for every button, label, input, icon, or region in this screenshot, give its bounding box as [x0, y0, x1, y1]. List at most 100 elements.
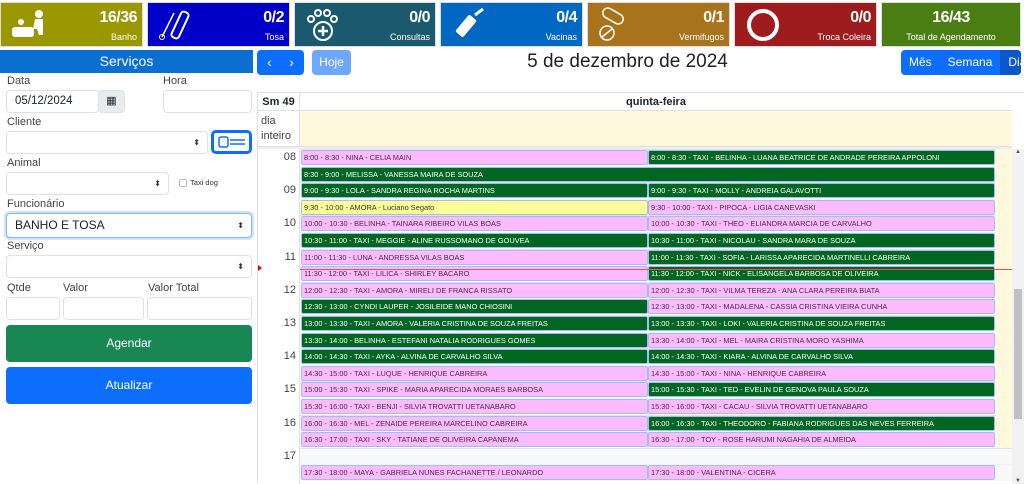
appointment-event[interactable]: 10:00 - 10:30 - BELINHA - TAINARA RIBEIR… — [301, 216, 648, 232]
appointment-event[interactable]: 16:00 - 16:30 - MEL - ZENAIDE PEREIRA MA… — [301, 415, 648, 431]
all-day-slot[interactable] — [300, 111, 1012, 146]
appointment-event[interactable]: 8:30 - 9:00 - MELISSA - VANESSA MAIRA DE… — [301, 166, 995, 182]
appointment-event[interactable]: 8:00 - 8:30 - NINA - CELIA MAIN — [301, 150, 648, 165]
time-slot[interactable] — [258, 315, 1012, 332]
appointment-event[interactable]: 12:30 - 13:00 - TAXI - MADALENA - CASSIA… — [648, 299, 995, 315]
appointment-event[interactable]: 17:30 - 18:00 - MAYA - GABRIELA NUNES FA… — [301, 465, 648, 481]
appointment-event[interactable]: 16:00 - 16:30 - TAXI - THEODORO - FABIAN… — [648, 415, 995, 431]
view-week-button[interactable]: Semana — [947, 55, 993, 69]
tile-vacinas[interactable]: 0/4 Vacinas — [440, 2, 583, 47]
appointment-event[interactable]: 16:30 - 17:00 - TAXI - SKY - TATIANE DE … — [301, 432, 648, 448]
appointment-event[interactable]: 12:30 - 13:00 - CYNDI LAUPER - JOSILEIDE… — [301, 299, 648, 315]
appointment-event[interactable]: 15:00 - 15:30 - TAXI - SPIKE - MARIA APA… — [301, 382, 648, 398]
funcionario-value: BANHO E TOSA — [15, 218, 105, 232]
calendar-icon[interactable]: ▦ — [98, 90, 125, 113]
tile-banho[interactable]: 16/36 Banho — [0, 2, 143, 47]
hour-label: 17 — [283, 449, 296, 462]
cliente-select[interactable]: ⬍ — [6, 131, 208, 154]
appointment-event[interactable]: 9:00 - 9:30 - LOLA - SANDRA REGINA ROCHA… — [301, 183, 648, 199]
tile-count: 0/1 — [703, 9, 724, 26]
appointment-event[interactable]: 10:00 - 10:30 - TAXI - THEO - ELIANDRA M… — [648, 216, 995, 232]
week-number: Sm 49 — [258, 93, 300, 111]
tile-count: 16/36 — [99, 9, 137, 26]
time-slot[interactable] — [258, 265, 1012, 282]
appointment-event[interactable]: 14:30 - 15:00 - TAXI - NINA - HENRIQUE C… — [648, 365, 995, 381]
atualizar-button[interactable]: Atualizar — [6, 367, 252, 404]
time-slot[interactable] — [258, 381, 1012, 398]
data-input[interactable]: 05/12/2024 — [6, 90, 99, 113]
appointment-event[interactable]: 13:00 - 13:30 - TAXI - AMORA - VALERIA C… — [301, 316, 648, 331]
view-day-button[interactable]: Dia — [1000, 50, 1021, 75]
time-slot[interactable] — [258, 298, 1012, 315]
appointment-event[interactable]: 15:30 - 16:00 - TAXI - BENJI - SILVIA TR… — [301, 399, 648, 414]
appointment-event[interactable]: 14:30 - 15:00 - TAXI - LUQUE - HENRIQUE … — [301, 365, 648, 381]
time-slot[interactable] — [258, 364, 1012, 382]
appointment-event[interactable]: 9:30 - 10:00 - AMORA - Luciano Segato — [301, 199, 648, 215]
tile-consultas[interactable]: 0/0 Consultas — [294, 2, 436, 47]
appointment-event[interactable]: 9:00 - 9:30 - TAXI - MOLLY - ANDREIA GAL… — [648, 183, 995, 199]
tile-label: Vacinas — [545, 32, 577, 42]
hora-input[interactable] — [163, 90, 252, 113]
select-arrow-icon: ⬍ — [154, 179, 161, 188]
time-slot[interactable] — [258, 281, 1012, 299]
time-slot[interactable] — [258, 447, 1012, 465]
time-slot[interactable] — [258, 198, 1012, 216]
time-slot[interactable] — [258, 215, 1012, 232]
tile-tosa[interactable]: 0/2 Tosa — [147, 2, 290, 47]
time-slot[interactable] — [258, 431, 1012, 448]
scrollbar[interactable]: ▲ ▼ — [1012, 149, 1024, 484]
servico-select[interactable]: ⬍ — [6, 255, 252, 278]
client-card-button[interactable] — [211, 130, 252, 154]
appointment-event[interactable]: 13:30 - 14:00 - TAXI - MEL - MAIRA CRIST… — [648, 332, 995, 348]
time-slot[interactable] — [258, 331, 1012, 349]
calendar-title: 5 de dezembro de 2024 — [527, 51, 728, 72]
hour-label: 15 — [283, 383, 296, 396]
appointment-event[interactable]: 11:00 - 11:30 - TAXI - SOFIA - LARISSA A… — [648, 249, 995, 265]
grooming-clipper-icon — [156, 7, 196, 43]
appointment-event[interactable]: 13:00 - 13:30 - TAXI - LOKI - VALERIA CR… — [648, 316, 995, 331]
appointment-event[interactable]: 8:00 - 8:30 - TAXI - BELINHA - LUANA BEA… — [648, 150, 995, 165]
qtde-input[interactable] — [6, 297, 60, 320]
appointment-event[interactable]: 12:00 - 12:30 - TAXI - AMORA - MIRELI DE… — [301, 282, 648, 298]
time-slot[interactable] — [258, 182, 1012, 199]
today-button[interactable]: Hoje — [312, 50, 351, 75]
funcionario-select[interactable]: BANHO E TOSA ⬍ — [6, 213, 252, 238]
valor-input[interactable] — [63, 297, 144, 320]
appointment-event[interactable]: 14:00 - 14:30 - TAXI - KIARA - ALVINA DE… — [648, 349, 995, 365]
appointment-event[interactable]: 10:30 - 11:00 - TAXI - MEGGIE - ALINE RU… — [301, 233, 648, 248]
taxi-dog-checkbox[interactable] — [179, 179, 187, 187]
dog-bath-icon — [9, 7, 49, 43]
appointment-event[interactable]: 11:00 - 11:30 - LUNA - ANDRESSA VILAS BO… — [301, 249, 648, 265]
next-button[interactable]: › — [289, 54, 294, 70]
appointment-event[interactable]: 15:30 - 16:00 - TAXI - CACAU - SILVIA TR… — [648, 399, 995, 414]
view-month-button[interactable]: Mês — [909, 55, 932, 69]
appointment-event[interactable]: 15:00 - 15:30 - TAXI - TED - EVELIN DE G… — [648, 382, 995, 398]
agendar-button[interactable]: Agendar — [6, 325, 252, 362]
time-slot[interactable] — [258, 398, 1012, 415]
day-header[interactable]: quinta-feira — [300, 93, 1012, 111]
cliente-label: Cliente — [7, 116, 42, 128]
animal-select[interactable]: ⬍ — [6, 172, 169, 195]
appointment-event[interactable]: 12:00 - 12:30 - TAXI - VILMA TEREZA - AN… — [648, 282, 995, 298]
id-card-icon — [218, 136, 245, 148]
valor-total-input[interactable] — [147, 297, 252, 320]
appointment-event[interactable]: 9:30 - 10:00 - TAXI - PIPOCA - LIGIA CAN… — [648, 199, 995, 215]
time-slot[interactable] — [258, 232, 1012, 249]
appointment-event[interactable]: 10:30 - 11:00 - TAXI - NICOLAU - SANDRA … — [648, 233, 995, 248]
time-slot[interactable] — [258, 165, 1012, 183]
time-slot[interactable] — [258, 149, 1012, 166]
tile-total-de-agendamento[interactable]: 16/43 Total de Agendamento — [881, 2, 1021, 47]
appointment-event[interactable]: 13:30 - 14:00 - BELINHA - ESTEFANI NATAL… — [301, 332, 648, 348]
tile-troca-coleira[interactable]: 0/0 Troca Coleira — [734, 2, 877, 47]
time-slot[interactable] — [258, 348, 1012, 365]
time-slot[interactable] — [258, 248, 1012, 266]
appointment-event[interactable]: 17:30 - 18:00 - VALENTINA - CICERA — [648, 465, 995, 481]
prev-button[interactable]: ‹ — [267, 54, 272, 70]
tile-label: Banho — [110, 32, 137, 42]
appointment-event[interactable]: 16:30 - 17:00 - TOY - ROSE HARUMI NAGAHI… — [648, 432, 995, 448]
tile-vermifugos[interactable]: 0/1 Vermifugos — [587, 2, 730, 47]
data-label: Data — [7, 75, 31, 87]
hour-label: 11 — [284, 250, 296, 263]
time-slot[interactable] — [258, 414, 1012, 432]
appointment-event[interactable]: 14:00 - 14:30 - TAXI - AYKA - ALVINA DE … — [301, 349, 648, 365]
